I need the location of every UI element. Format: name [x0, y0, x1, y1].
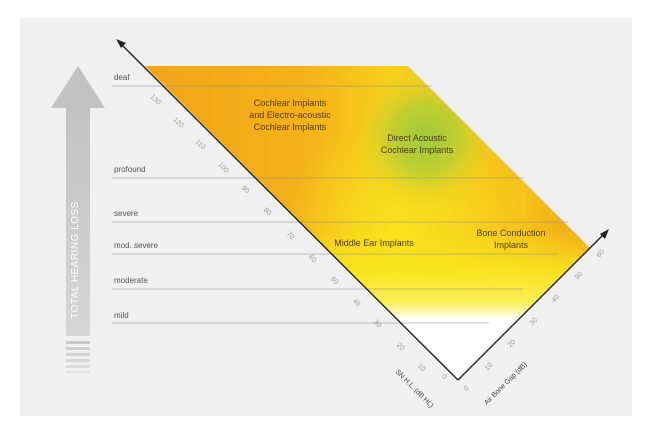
abg-axis-line — [457, 233, 605, 381]
abg-tick-30: 30 — [529, 317, 540, 328]
daci-label-line-1: Direct Acoustic — [387, 133, 447, 143]
arrow-stripe-2 — [66, 347, 90, 350]
abg-tick-40: 40 — [551, 294, 562, 305]
arrow-head — [51, 66, 105, 108]
abg-tick-20: 20 — [507, 339, 518, 350]
middle-ear-label: Middle Ear Implants — [334, 238, 414, 248]
arrow-shaft — [66, 106, 90, 336]
level-label-mild: mild — [114, 311, 129, 320]
abg-tick-10: 10 — [484, 362, 495, 373]
abg-tick-60: 60 — [596, 249, 607, 260]
level-label-deaf: deaf — [114, 73, 130, 82]
level-label-severe: severe — [114, 209, 139, 218]
sn-axis-arrowhead — [116, 39, 126, 48]
total-hearing-loss-arrow: TOTAL HEARING LOSS — [51, 66, 105, 373]
sn-tick-110: 110 — [194, 139, 207, 152]
region-mild-fade — [145, 66, 590, 380]
level-label-mod-severe: mod. severe — [114, 241, 159, 250]
sn-tick-120: 120 — [171, 116, 184, 129]
sn-tick-40: 40 — [351, 298, 362, 309]
arrow-stripe-4 — [66, 359, 90, 362]
arrow-stripe-1 — [66, 341, 90, 344]
sn-tick-100: 100 — [216, 161, 229, 174]
cochlear-label-line-3: Cochlear Implants — [254, 122, 327, 132]
sn-tick-70: 70 — [285, 231, 296, 242]
arrow-stripe-6 — [66, 371, 90, 373]
sn-tick-50: 50 — [329, 276, 340, 287]
daci-label-line-2: Cochlear Implants — [381, 145, 454, 155]
level-label-profound: profound — [114, 165, 146, 174]
sn-tick-130: 130 — [148, 93, 161, 106]
arrow-stripe-5 — [66, 365, 90, 368]
level-lines — [112, 85, 568, 324]
abg-axis-ticks: 0 10 20 30 40 50 60 — [463, 249, 606, 393]
sn-tick-80: 80 — [262, 207, 273, 218]
sn-tick-20: 20 — [395, 342, 406, 353]
colored-region — [145, 66, 590, 380]
cochlear-label-line-2: and Electro-acoustic — [249, 110, 331, 120]
sn-axis-title: SN H.L. (dB HL) — [394, 369, 435, 410]
axes — [116, 39, 609, 381]
cochlear-label-line-1: Cochlear Implants — [254, 98, 327, 108]
sn-tick-0: 0 — [440, 373, 448, 381]
sn-tick-90: 90 — [240, 185, 251, 196]
abg-axis-arrowhead — [600, 229, 609, 239]
sn-tick-30: 30 — [372, 319, 383, 330]
bone-conduction-label-line-1: Bone Conduction — [476, 228, 545, 238]
sn-tick-10: 10 — [416, 363, 427, 374]
abg-tick-0: 0 — [463, 385, 471, 393]
total-hearing-loss-label: TOTAL HEARING LOSS — [70, 201, 81, 319]
level-labels: deaf profound severe mod. severe moderat… — [114, 73, 159, 320]
abg-tick-50: 50 — [574, 271, 585, 282]
arrow-stripe-3 — [66, 353, 90, 356]
region-labels: Cochlear Implants and Electro-acoustic C… — [249, 98, 545, 250]
sn-axis-line — [120, 43, 459, 381]
level-label-moderate: moderate — [114, 276, 148, 285]
sn-tick-60: 60 — [307, 254, 318, 265]
bone-conduction-label-line-2: Implants — [494, 240, 529, 250]
